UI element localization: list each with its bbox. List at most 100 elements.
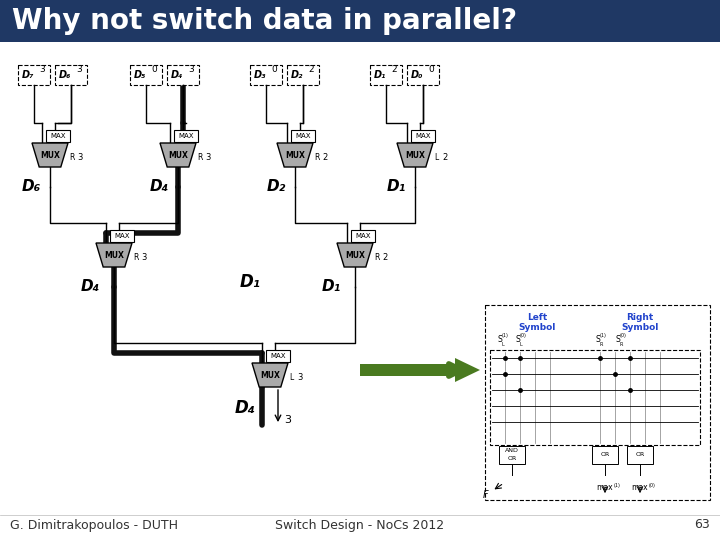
Text: R: R	[314, 153, 320, 163]
Text: MUX: MUX	[285, 152, 305, 160]
Bar	[167, 65, 199, 85]
Text: Switch Design - NoCs 2012: Switch Design - NoCs 2012	[276, 518, 444, 531]
Bar	[250, 65, 282, 85]
Text: D₁: D₁	[387, 179, 406, 194]
Text: 0: 0	[271, 65, 277, 75]
Text: MUX: MUX	[40, 152, 60, 160]
Text: (0): (0)	[620, 334, 627, 339]
Text: MUX: MUX	[168, 152, 188, 160]
Text: (0): (0)	[520, 334, 527, 339]
Text: D₅: D₅	[134, 70, 146, 80]
Polygon shape	[397, 143, 433, 167]
Text: 2: 2	[382, 253, 387, 262]
Text: L: L	[502, 341, 505, 347]
Text: 3: 3	[188, 65, 194, 75]
Text: MUX: MUX	[260, 372, 280, 381]
Text: D₁: D₁	[240, 273, 261, 291]
Polygon shape	[252, 363, 288, 387]
Text: (1): (1)	[614, 483, 621, 488]
Text: 3: 3	[297, 374, 302, 382]
Text: (1): (1)	[600, 334, 607, 339]
Polygon shape	[96, 243, 132, 267]
Text: 2: 2	[308, 65, 314, 75]
Bar	[407, 65, 439, 85]
Text: Why not switch data in parallel?: Why not switch data in parallel?	[12, 7, 517, 35]
Text: F: F	[483, 490, 489, 500]
Text: 3: 3	[141, 253, 146, 262]
FancyArrowPatch shape	[363, 364, 461, 376]
Text: MAX: MAX	[50, 133, 66, 139]
Text: MAX: MAX	[295, 133, 311, 139]
Text: Left
Symbol: Left Symbol	[518, 313, 556, 333]
Text: D₁: D₁	[374, 70, 387, 80]
Bar	[411, 130, 435, 142]
Text: 3: 3	[205, 153, 210, 163]
Text: L: L	[434, 153, 438, 163]
Polygon shape	[455, 358, 480, 382]
Bar	[499, 446, 525, 464]
Polygon shape	[160, 143, 196, 167]
Bar	[490, 350, 700, 445]
Bar	[360, 364, 460, 376]
Text: D₂: D₂	[291, 70, 303, 80]
Text: max: max	[597, 483, 613, 492]
Bar	[174, 130, 198, 142]
Bar	[130, 65, 162, 85]
Bar	[287, 65, 319, 85]
Text: D₇: D₇	[22, 70, 35, 80]
Text: R: R	[197, 153, 202, 163]
Text: 63: 63	[694, 518, 710, 531]
Text: R: R	[600, 341, 603, 347]
Text: MUX: MUX	[104, 252, 124, 260]
Text: L: L	[289, 374, 293, 382]
Text: 3: 3	[77, 153, 82, 163]
Text: (0): (0)	[649, 483, 656, 488]
Text: S: S	[595, 335, 600, 345]
Text: MAX: MAX	[179, 133, 194, 139]
Text: 3: 3	[40, 65, 45, 75]
Text: G. Dimitrakopoulos - DUTH: G. Dimitrakopoulos - DUTH	[10, 518, 178, 531]
Bar	[485, 305, 710, 500]
Text: MAX: MAX	[415, 133, 431, 139]
Text: MAX: MAX	[355, 233, 371, 239]
Text: L: L	[520, 341, 523, 347]
Text: D₄: D₄	[150, 179, 169, 194]
Text: R: R	[620, 341, 624, 347]
Text: AND: AND	[505, 449, 519, 454]
Text: MUX: MUX	[405, 152, 425, 160]
Text: D₄: D₄	[81, 279, 100, 294]
FancyBboxPatch shape	[0, 0, 720, 42]
Text: (1): (1)	[502, 334, 509, 339]
Text: 3: 3	[284, 415, 291, 425]
Bar	[351, 230, 375, 242]
Text: max: max	[631, 483, 648, 492]
Bar	[592, 446, 618, 464]
Text: OR: OR	[600, 453, 610, 457]
Polygon shape	[277, 143, 313, 167]
Bar	[46, 130, 70, 142]
Text: R: R	[133, 253, 138, 262]
Text: MAX: MAX	[114, 233, 130, 239]
Text: D₁: D₁	[322, 279, 341, 294]
Text: MAX: MAX	[270, 353, 286, 359]
Text: 2: 2	[442, 153, 447, 163]
Text: D₂: D₂	[267, 179, 287, 194]
Text: Right
Symbol: Right Symbol	[621, 313, 659, 333]
Text: 0: 0	[151, 65, 157, 75]
Bar	[370, 65, 402, 85]
Text: R: R	[374, 253, 379, 262]
Text: 2: 2	[322, 153, 328, 163]
Text: D₆: D₆	[22, 179, 41, 194]
Bar	[55, 65, 87, 85]
Text: 0: 0	[428, 65, 434, 75]
Text: 3: 3	[76, 65, 82, 75]
Bar	[110, 230, 134, 242]
Text: S: S	[615, 335, 620, 345]
Polygon shape	[32, 143, 68, 167]
Bar	[291, 130, 315, 142]
Bar	[266, 350, 290, 362]
Text: 2: 2	[392, 65, 397, 75]
Text: MUX: MUX	[345, 252, 365, 260]
Polygon shape	[337, 243, 373, 267]
Text: D₀: D₀	[411, 70, 423, 80]
